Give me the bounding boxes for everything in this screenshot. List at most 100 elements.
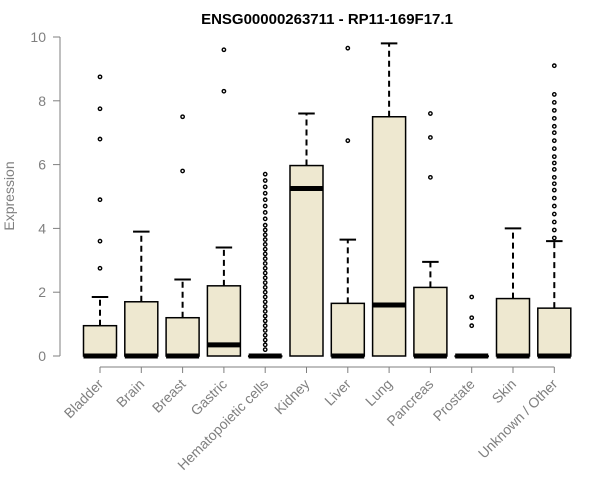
y-tick-label: 8 xyxy=(38,93,46,109)
outlier-point xyxy=(551,146,557,152)
outlier-point xyxy=(262,323,268,329)
outlier-point xyxy=(345,45,351,51)
outlier-point xyxy=(551,187,557,193)
outlier-point xyxy=(551,211,557,217)
outlier-point xyxy=(262,270,268,276)
outlier-point xyxy=(262,308,268,314)
outlier-point xyxy=(551,130,557,136)
outlier-point xyxy=(262,246,268,252)
box-group xyxy=(289,112,324,357)
outlier-point xyxy=(262,332,268,338)
outlier-point xyxy=(262,237,268,242)
outlier-point xyxy=(97,238,103,244)
outlier-point xyxy=(551,203,557,209)
outlier-point xyxy=(551,160,557,166)
outlier-point xyxy=(262,203,268,209)
outlier-point xyxy=(262,342,268,348)
outlier-point xyxy=(262,313,268,319)
outlier-point xyxy=(262,318,268,324)
x-tick-label: Lung xyxy=(362,376,395,409)
x-tick-label: Prostate xyxy=(430,376,478,424)
box-rect xyxy=(537,307,572,357)
outlier-point xyxy=(551,235,557,241)
outlier-point xyxy=(551,63,557,69)
outlier-point xyxy=(262,337,268,343)
outlier-point xyxy=(262,171,268,177)
x-tick-label: Breast xyxy=(149,376,189,416)
outlier-point xyxy=(262,197,268,203)
box-rect xyxy=(495,297,531,357)
outlier-point xyxy=(180,168,186,174)
outlier-point xyxy=(262,280,268,286)
outlier-point xyxy=(551,227,557,233)
outlier-point xyxy=(262,227,268,233)
outlier-point xyxy=(427,174,433,180)
y-tick-label: 0 xyxy=(38,348,46,364)
y-tick-label: 2 xyxy=(38,284,46,300)
box-group xyxy=(413,111,448,359)
outlier-point xyxy=(262,289,268,295)
outlier-point xyxy=(97,74,103,80)
box-rect xyxy=(124,301,159,357)
outlier-point xyxy=(262,241,268,247)
outlier-point xyxy=(551,195,557,201)
outlier-point xyxy=(262,261,268,266)
box-group xyxy=(371,42,407,357)
x-tick-label: Bladder xyxy=(61,376,107,422)
outlier-point xyxy=(97,265,103,271)
outlier-point xyxy=(262,347,268,353)
outlier-point xyxy=(180,114,186,120)
y-tick-label: 10 xyxy=(30,29,46,45)
x-tick-label: Kidney xyxy=(271,376,313,418)
outlier-point xyxy=(551,107,557,113)
y-axis-label: Expression xyxy=(1,161,17,230)
box-rect xyxy=(371,116,407,357)
outlier-point xyxy=(262,256,268,262)
outlier-point xyxy=(97,197,103,203)
outlier-point xyxy=(551,166,557,172)
box-group xyxy=(247,171,283,359)
outlier-point xyxy=(262,304,268,309)
outlier-point xyxy=(97,136,103,142)
outlier-point xyxy=(551,154,557,160)
box-rect xyxy=(289,164,324,357)
outlier-point xyxy=(551,219,557,225)
outlier-point xyxy=(262,222,268,228)
x-tick-label: Skin xyxy=(489,376,520,407)
box-group xyxy=(330,45,366,359)
outlier-point xyxy=(551,138,557,144)
outlier-point xyxy=(262,216,268,222)
outlier-point xyxy=(469,323,475,329)
y-tick-label: 4 xyxy=(38,220,46,236)
outlier-point xyxy=(221,88,227,94)
plot-area xyxy=(82,42,572,359)
outlier-point xyxy=(345,138,351,144)
box-rect xyxy=(82,324,118,357)
outlier-point xyxy=(469,294,475,300)
outlier-point xyxy=(262,178,268,183)
chart-title: ENSG00000263711 - RP11-169F17.1 xyxy=(201,11,453,28)
outlier-point xyxy=(551,174,557,180)
outlier-point xyxy=(262,210,268,215)
outlier-point xyxy=(262,328,268,333)
box-group xyxy=(124,230,159,359)
outlier-point xyxy=(262,265,268,271)
outlier-point xyxy=(262,251,268,257)
outlier-point xyxy=(551,181,557,187)
x-tick-label: Brain xyxy=(113,376,147,410)
box-rect xyxy=(165,316,200,357)
outlier-point xyxy=(262,232,268,238)
x-tick-label: Liver xyxy=(321,376,354,409)
box-group xyxy=(454,294,489,359)
box-rect xyxy=(330,302,366,357)
outlier-point xyxy=(551,115,557,121)
outlier-point xyxy=(551,99,557,105)
outlier-point xyxy=(262,299,268,305)
y-axis: 0 2 4 6 8 10 xyxy=(30,29,61,364)
y-tick-label: 6 xyxy=(38,157,46,173)
box-group xyxy=(82,74,118,359)
outlier-point xyxy=(551,123,557,129)
outlier-point xyxy=(427,111,433,116)
